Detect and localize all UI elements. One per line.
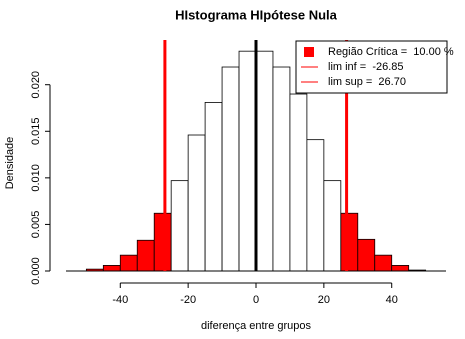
y-tick-label: 0.000 — [30, 257, 42, 285]
bar — [204, 102, 223, 272]
bar — [119, 254, 138, 272]
y-tick-label: 0.005 — [30, 211, 42, 239]
x-tick-label: 40 — [386, 294, 398, 306]
bar — [306, 139, 325, 272]
y-tick-label: 0.015 — [30, 118, 42, 146]
bar — [255, 50, 274, 272]
bar — [153, 212, 172, 272]
bar — [221, 66, 240, 272]
y-tick-label: 0.010 — [30, 164, 42, 192]
bar — [391, 265, 410, 272]
legend-label: lim inf = -26.85 — [328, 61, 404, 73]
bar — [340, 212, 359, 272]
bar — [289, 93, 308, 272]
legend-box — [295, 40, 448, 94]
bar — [102, 265, 121, 272]
y-axis-title: Densidade — [4, 137, 16, 190]
bar — [187, 134, 206, 272]
bar — [272, 66, 291, 272]
chart-title: HIstograma HIpótese Nula — [175, 7, 338, 22]
legend-swatch — [304, 47, 314, 57]
bar — [323, 180, 342, 272]
x-tick-label: -40 — [112, 294, 128, 306]
x-axis-title: diferença entre grupos — [201, 320, 312, 332]
bar — [136, 239, 155, 272]
bar — [170, 180, 189, 272]
x-tick-label: 20 — [318, 294, 330, 306]
x-tick-label: 0 — [253, 294, 259, 306]
y-tick-label: 0.020 — [30, 71, 42, 99]
bar — [374, 254, 393, 272]
bar — [357, 238, 376, 272]
bar — [238, 50, 257, 272]
legend-label: Região Crítica = 10.00 % — [328, 46, 454, 58]
x-tick-label: -20 — [180, 294, 196, 306]
legend-label: lim sup = 26.70 — [328, 76, 406, 88]
